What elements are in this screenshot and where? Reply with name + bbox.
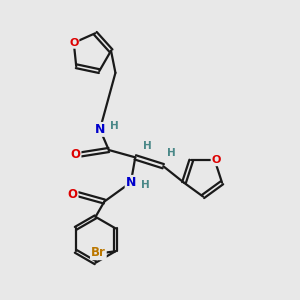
Text: Br: Br	[91, 246, 106, 259]
Text: O: O	[68, 188, 78, 201]
Text: O: O	[69, 38, 79, 48]
Text: H: H	[141, 180, 150, 190]
Text: O: O	[70, 148, 80, 161]
Text: H: H	[143, 141, 152, 151]
Text: H: H	[167, 148, 176, 158]
Text: N: N	[95, 123, 105, 136]
Text: H: H	[110, 121, 118, 131]
Text: O: O	[212, 155, 221, 165]
Text: N: N	[126, 176, 136, 189]
